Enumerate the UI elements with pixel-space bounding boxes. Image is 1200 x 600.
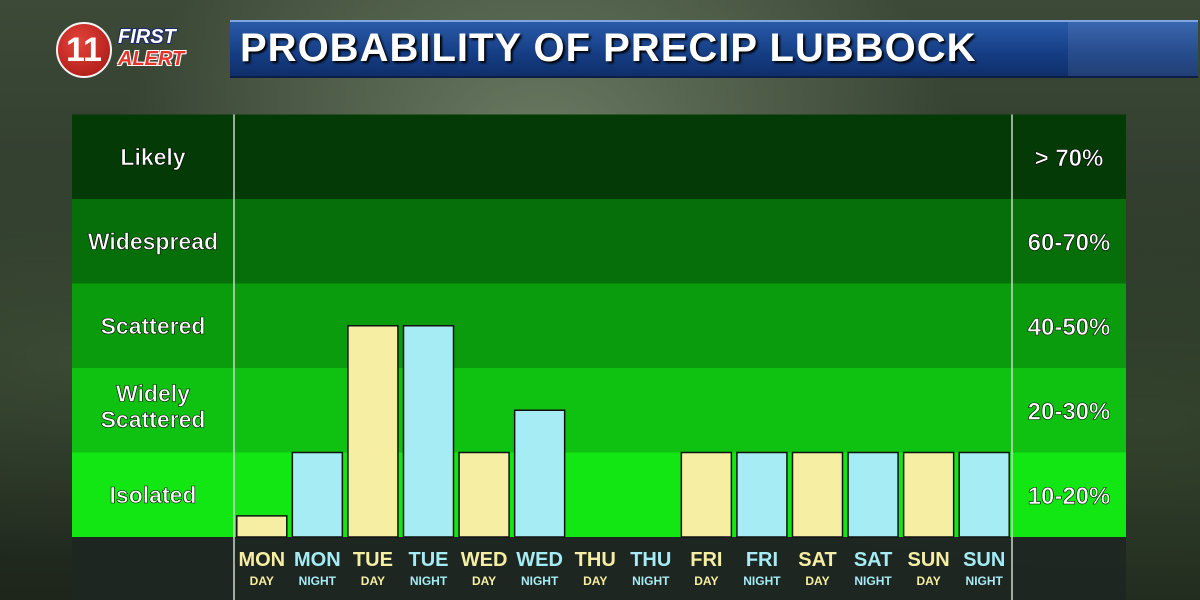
band-range-3: 60-70% <box>1028 229 1111 256</box>
bar-sun-night <box>958 451 1010 538</box>
bar-wed-night <box>513 409 566 538</box>
band-label-3: Widespread <box>88 228 218 254</box>
tick-label-period-9: NIGHT <box>743 574 781 588</box>
tick-label-period-0: DAY <box>250 574 274 588</box>
tick-label-period-13: NIGHT <box>966 574 1004 588</box>
logo-line-alert: ALERT <box>118 48 185 70</box>
tick-label-period-11: NIGHT <box>854 574 892 588</box>
band-4 <box>72 114 1126 199</box>
tick-label-period-1: NIGHT <box>299 574 337 588</box>
channel-11-logo-icon: 11 <box>56 22 112 78</box>
bar-tue-night <box>402 325 455 538</box>
tick-label-period-2: DAY <box>361 574 385 588</box>
band-1 <box>72 368 1126 453</box>
bar-sun-day <box>902 451 955 538</box>
bar-sat-night <box>847 451 899 538</box>
band-range-2: 40-50% <box>1028 314 1111 341</box>
bar-tue-day <box>347 325 399 538</box>
band-2 <box>72 283 1126 368</box>
tick-label-day-0: MON <box>238 549 285 571</box>
bar-sat-day <box>791 451 844 538</box>
title-bar-accent <box>1068 22 1198 76</box>
category-axis-strip <box>72 537 1126 600</box>
tick-label-day-8: FRI <box>690 549 722 571</box>
first-alert-wordmark: FIRST ALERT <box>106 26 222 74</box>
bar-fri-night <box>736 451 788 538</box>
tick-label-day-4: WED <box>461 549 508 571</box>
band-range-1: 20-30% <box>1028 398 1111 425</box>
tick-label-day-1: MON <box>294 549 341 571</box>
band-range-0: 10-20% <box>1028 483 1111 510</box>
tick-label-period-10: DAY <box>805 574 829 588</box>
bar-wed-day <box>458 451 510 538</box>
tick-label-period-8: DAY <box>694 574 718 588</box>
tick-label-period-6: DAY <box>583 574 607 588</box>
band-label-4: Likely <box>120 144 185 170</box>
band-range-4: > 70% <box>1035 145 1104 172</box>
bar-fri-day <box>680 451 733 538</box>
band-3 <box>72 199 1126 284</box>
tick-label-day-7: THU <box>630 549 671 571</box>
bar-mon-day <box>236 515 288 538</box>
tick-label-day-13: SUN <box>963 549 1005 571</box>
tick-label-day-12: SUN <box>908 549 950 571</box>
tick-label-period-5: NIGHT <box>521 574 559 588</box>
band-label-1-line-1: Scattered <box>101 406 206 432</box>
tick-label-day-2: TUE <box>353 549 393 571</box>
tick-label-day-11: SAT <box>854 549 893 571</box>
bar-mon-night <box>291 451 344 538</box>
title-bar: PROBABILITY OF PRECIP LUBBOCK <box>230 20 1198 78</box>
tick-label-day-10: SAT <box>798 549 837 571</box>
tick-label-day-6: THU <box>575 549 616 571</box>
band-label-0: Isolated <box>110 482 197 508</box>
tick-label-period-4: DAY <box>472 574 496 588</box>
tick-label-day-3: TUE <box>409 549 449 571</box>
tick-label-period-12: DAY <box>917 574 941 588</box>
tick-label-day-5: WED <box>516 549 563 571</box>
band-label-1-line-0: Widely <box>116 380 190 406</box>
logo-line-first: FIRST <box>118 26 176 48</box>
tick-label-period-7: NIGHT <box>632 574 670 588</box>
band-label-2: Scattered <box>101 313 206 339</box>
chart-title: PROBABILITY OF PRECIP LUBBOCK <box>240 26 977 70</box>
tick-label-day-9: FRI <box>746 549 778 571</box>
tick-label-period-3: NIGHT <box>410 574 448 588</box>
first-alert-logo: 11 FIRST ALERT <box>56 22 212 78</box>
